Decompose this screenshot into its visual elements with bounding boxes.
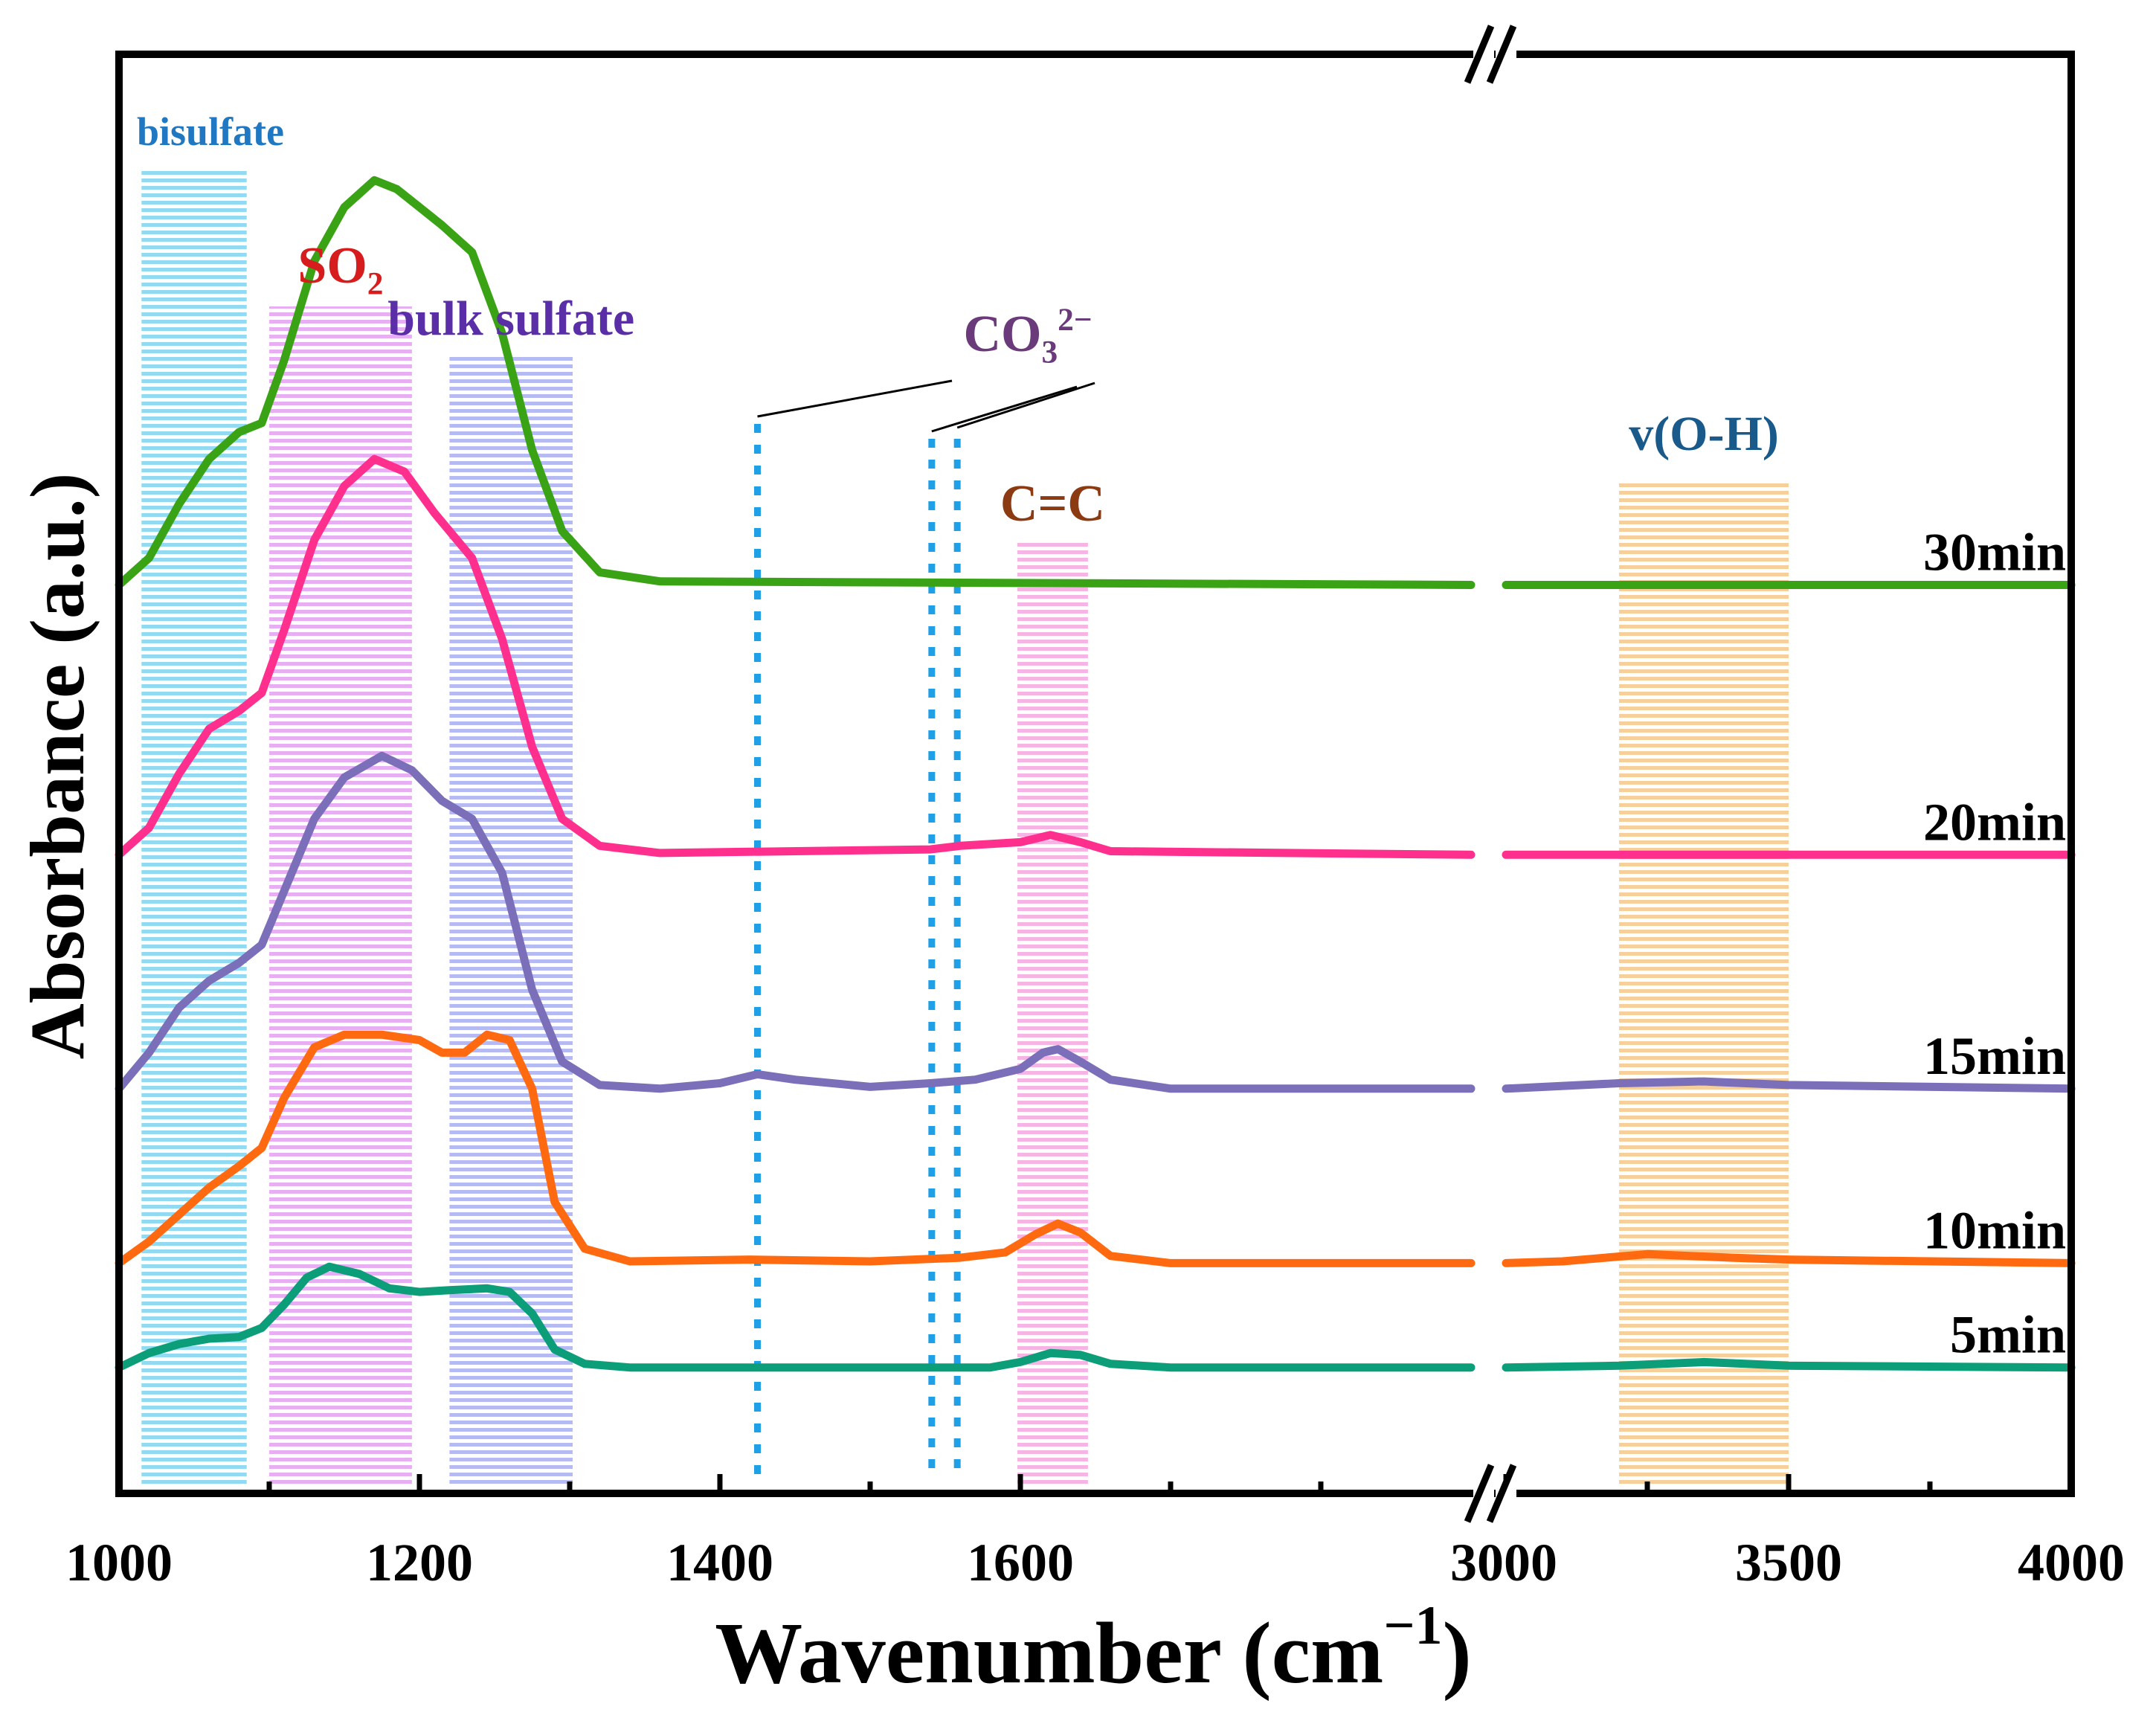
band-v-o-h-: [1619, 480, 1789, 1487]
band-label-v-o-h-: v(O-H): [1629, 407, 1779, 461]
series-label-15min: 15min: [1923, 1026, 2066, 1086]
series-group: [115, 176, 2076, 1372]
carbonate-group: CO32−: [754, 302, 1095, 1480]
tick-label: 3000: [1450, 1533, 1557, 1592]
break-slash: [1486, 1464, 1517, 1523]
band-bisulfate: [141, 171, 247, 1487]
carbonate-label: CO32−: [963, 302, 1092, 370]
x-axis-label: Wavenumber (cm−1): [715, 1595, 1472, 1702]
series-line-15min: [1502, 1077, 2076, 1093]
band-so: [269, 306, 412, 1487]
x-axis: 1000 1200 1400 1600 3000 3500 4000: [65, 1474, 2125, 1592]
series-line-5min: [1502, 1357, 2076, 1372]
carbonate-leader: [931, 385, 1078, 433]
x-axis-label-close: ): [1443, 1604, 1472, 1702]
carbonate-leader: [757, 379, 953, 418]
series-line-10min: [1502, 1249, 2076, 1267]
series-label-5min: 5min: [1950, 1305, 2066, 1365]
series-line-20min: [115, 454, 1476, 859]
series-line-10min: [115, 1030, 1476, 1267]
series-label-10min: 10min: [1923, 1200, 2066, 1260]
break-slash: [1464, 1464, 1495, 1523]
series-line-15min: [115, 751, 1476, 1093]
break-slash: [1464, 25, 1495, 84]
tick-label: 1600: [967, 1533, 1074, 1592]
tick-label: 1200: [366, 1533, 473, 1592]
axis-break-marks: [1464, 25, 1517, 1523]
band-group: [141, 171, 1789, 1487]
band-c-c: [1017, 541, 1088, 1487]
carbonate-leader: [956, 382, 1095, 429]
series-line-30min: [115, 176, 1476, 589]
break-slash: [1486, 25, 1517, 84]
tick-label: 1000: [65, 1533, 173, 1592]
series-labels: 30min 20min 15min 10min 5min: [1923, 523, 2066, 1365]
band-label-c-c: C=C: [1000, 475, 1105, 533]
x-axis-label-exponent: −1: [1383, 1595, 1442, 1656]
series-label-30min: 30min: [1923, 523, 2066, 582]
tick-label: 4000: [2018, 1533, 2125, 1592]
band-label-bisulfate: bisulfate: [137, 109, 284, 154]
band-label-so: SO2: [297, 237, 383, 301]
tick-label: 1400: [666, 1533, 773, 1592]
series-line-5min: [115, 1262, 1476, 1372]
band-label-bulk-sulfate: bulk sulfate: [387, 292, 634, 346]
plot-frame: [115, 51, 2075, 1497]
y-axis-label: Absorbance (a.u.): [15, 473, 100, 1060]
tick-label: 3500: [1735, 1533, 1842, 1592]
series-label-20min: 20min: [1923, 792, 2066, 852]
